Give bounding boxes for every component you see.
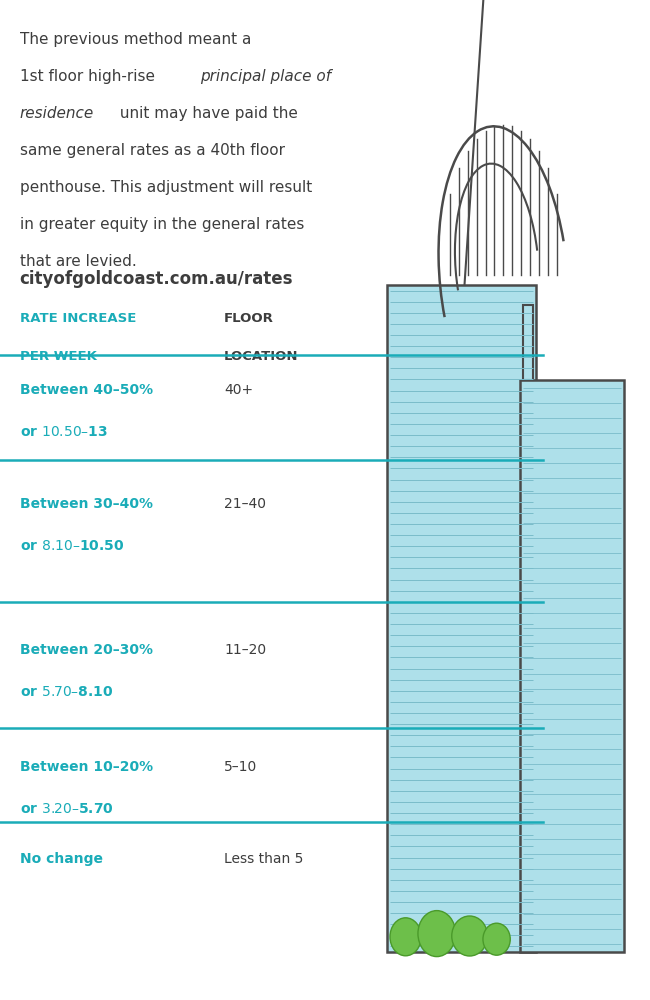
Text: or $3.20–$5.70: or $3.20–$5.70 xyxy=(20,802,113,816)
Bar xyxy=(387,285,536,952)
Text: cityofgoldcoast.com.au/rates: cityofgoldcoast.com.au/rates xyxy=(20,270,293,288)
Text: 5–10: 5–10 xyxy=(224,760,257,774)
Text: penthouse. This adjustment will result: penthouse. This adjustment will result xyxy=(20,180,312,195)
Text: No change: No change xyxy=(20,852,103,866)
Text: 21–40: 21–40 xyxy=(224,497,266,511)
Text: Between 10–20%: Between 10–20% xyxy=(20,760,153,774)
Ellipse shape xyxy=(452,916,488,956)
Text: 11–20: 11–20 xyxy=(224,643,266,657)
Ellipse shape xyxy=(483,923,510,955)
Text: The previous method meant a: The previous method meant a xyxy=(20,32,251,47)
Text: unit may have paid the: unit may have paid the xyxy=(115,106,298,121)
Text: same general rates as a 40th floor: same general rates as a 40th floor xyxy=(20,143,285,158)
Text: 1st floor high-rise: 1st floor high-rise xyxy=(20,69,159,84)
Text: or $10.50–$13: or $10.50–$13 xyxy=(20,425,107,439)
Ellipse shape xyxy=(390,918,421,956)
Text: residence: residence xyxy=(20,106,94,121)
Text: Less than 5: Less than 5 xyxy=(224,852,304,866)
Bar xyxy=(520,380,624,952)
Text: that are levied.: that are levied. xyxy=(20,254,136,269)
Text: or $8.10–$10.50: or $8.10–$10.50 xyxy=(20,539,124,553)
Ellipse shape xyxy=(418,911,456,957)
Text: PER WEEK: PER WEEK xyxy=(20,350,96,363)
Bar xyxy=(523,305,533,380)
Text: principal place of: principal place of xyxy=(200,69,331,84)
Text: RATE INCREASE: RATE INCREASE xyxy=(20,312,136,325)
Text: in greater equity in the general rates: in greater equity in the general rates xyxy=(20,217,304,232)
Text: FLOOR: FLOOR xyxy=(224,312,274,325)
Text: Between 30–40%: Between 30–40% xyxy=(20,497,153,511)
Text: or $5.70–$8.10: or $5.70–$8.10 xyxy=(20,685,113,699)
Text: Between 20–30%: Between 20–30% xyxy=(20,643,153,657)
Text: 40+: 40+ xyxy=(224,383,254,397)
Text: LOCATION: LOCATION xyxy=(224,350,299,363)
Text: Between 40–50%: Between 40–50% xyxy=(20,383,153,397)
